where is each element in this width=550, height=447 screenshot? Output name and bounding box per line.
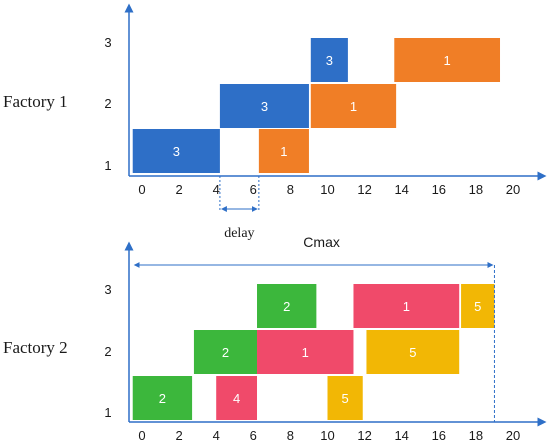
operation-bar	[132, 376, 193, 420]
operation-bar	[257, 284, 317, 328]
operation-job-label: 1	[350, 99, 357, 114]
factory-1-x-ticks: 0 2 4 6 8 10 12 14 16 18 20	[138, 182, 520, 197]
x-tick-label: 2	[175, 182, 182, 197]
x-tick-label: 0	[138, 428, 145, 443]
operation-job-label: 1	[280, 144, 287, 159]
operation-bar	[257, 330, 354, 374]
operation-bar	[310, 84, 397, 128]
factory-2-x-ticks: 0 2 4 6 8 10 12 14 16 18 20	[138, 428, 520, 443]
x-tick-label: 4	[213, 182, 220, 197]
operation-bar	[132, 129, 220, 173]
operation-job-label: 1	[403, 299, 410, 314]
operation-job-label: 3	[261, 99, 268, 114]
factory-2-machine-labels: 1 2 3	[104, 282, 111, 420]
operation-job-label: 2	[159, 391, 166, 406]
operation-job-label: 4	[233, 391, 240, 406]
x-tick-label: 8	[287, 182, 294, 197]
x-tick-label: 2	[175, 428, 182, 443]
factory-1-panel: Factory 1 0 2 4 6 8 10 12 14 16 18 20 123 3 13 13 1 d…	[3, 3, 547, 241]
operation-job-label: 5	[409, 345, 416, 360]
cmax-annotation: Cmax	[133, 234, 495, 422]
machine-label: 1	[104, 405, 111, 420]
factory-1-operations: 3 1 3 1 3 1	[132, 38, 501, 173]
operation-job-label: 3	[326, 53, 333, 68]
x-tick-label: 12	[357, 182, 371, 197]
x-tick-label: 18	[469, 428, 483, 443]
x-tick-label: 14	[394, 182, 408, 197]
factory-1-title: Factory 1	[3, 92, 68, 111]
x-tick-label: 4	[213, 428, 220, 443]
operation-bar	[219, 84, 309, 128]
operation-job-label: 1	[444, 53, 451, 68]
operation-bar	[366, 330, 460, 374]
x-tick-label: 10	[320, 428, 334, 443]
x-tick-label: 16	[432, 428, 446, 443]
machine-label: 3	[104, 35, 111, 50]
factory-2-operations: 2 4 5 2 1 5 2 1 5	[132, 284, 495, 420]
x-tick-label: 8	[287, 428, 294, 443]
operation-job-label: 2	[222, 345, 229, 360]
operation-bar	[353, 284, 460, 328]
operation-bar	[327, 376, 363, 420]
operation-job-label: 1	[302, 345, 309, 360]
x-tick-label: 20	[506, 182, 520, 197]
operation-job-label: 5	[474, 299, 481, 314]
machine-label: 1	[104, 158, 111, 173]
delay-label: delay	[224, 226, 254, 241]
operation-bar	[310, 38, 348, 82]
operation-job-label: 3	[173, 144, 180, 159]
factory-1-machine-labels: 1 2 3	[104, 35, 111, 173]
factory-2-title: Factory 2	[3, 338, 68, 357]
x-tick-label: 20	[506, 428, 520, 443]
x-tick-label: 6	[250, 428, 257, 443]
operation-bar	[394, 38, 501, 82]
x-tick-label: 18	[469, 182, 483, 197]
x-tick-label: 12	[357, 428, 371, 443]
operation-bar	[258, 129, 309, 173]
machine-label: 3	[104, 282, 111, 297]
machine-label: 2	[104, 344, 111, 359]
machine-label: 2	[104, 96, 111, 111]
x-tick-label: 6	[250, 182, 257, 197]
x-tick-label: 0	[138, 182, 145, 197]
operation-job-label: 2	[283, 299, 290, 314]
cmax-label: Cmax	[303, 234, 340, 250]
operation-job-label: 5	[342, 391, 349, 406]
operation-bar	[216, 376, 258, 420]
x-tick-label: 16	[432, 182, 446, 197]
operation-bar	[461, 284, 495, 328]
delay-annotation: delay	[219, 176, 260, 241]
operation-bar	[193, 330, 258, 374]
factory-2-panel: Factory 2 0 2 4 6 8 10 12 14 16 18 20 123 2 4 52 1 52 1…	[3, 234, 547, 443]
x-tick-label: 14	[394, 428, 408, 443]
x-tick-label: 10	[320, 182, 334, 197]
